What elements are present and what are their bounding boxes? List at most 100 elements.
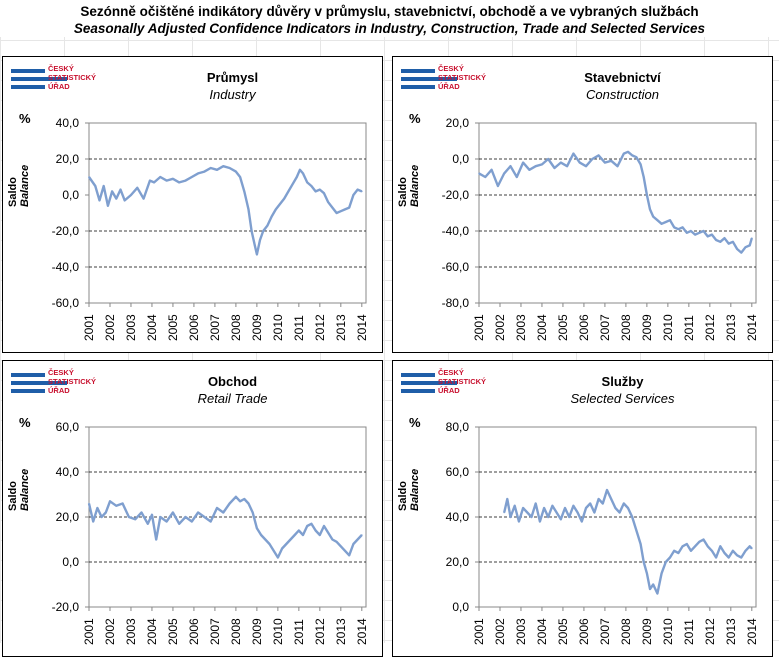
data-point [239,500,241,503]
data-point [100,516,103,518]
x-tick-label: 2008 [619,618,633,645]
data-point [711,233,713,236]
csu-logo: ČESKÝ STATISTICKÝ ÚŘAD [401,64,511,93]
data-point [356,188,359,191]
data-point [203,516,206,518]
chart-panel-retail-trade[interactable]: ČESKÝ STATISTICKÝ ÚŘAD Obchod Retail Trade% S… [2,360,383,657]
data-point [736,248,738,250]
data-point [259,239,261,241]
x-tick-label: 2010 [661,314,675,341]
data-point [96,507,99,509]
chart-title: Stavebnictví Construction [473,69,772,103]
data-point [191,520,193,523]
data-point [94,185,97,187]
data-point [656,592,659,595]
chart-panel-selected-services[interactable]: ČESKÝ STATISTICKÝ ÚŘAD Služby Selected Servi… [392,360,773,657]
data-point [92,520,94,523]
x-tick-label: 2012 [703,618,717,645]
data-point [610,498,613,500]
data-point [222,511,225,514]
data-point [277,556,279,559]
plot-area [88,122,367,304]
data-point [216,169,218,171]
data-point [715,239,717,241]
data-point [352,543,355,545]
data-point [669,556,671,559]
data-point [572,504,575,507]
logo-text-line1: ČESKÝ [48,368,74,377]
data-point [268,543,271,545]
data-point [331,206,334,209]
chart-panel-construction[interactable]: ČESKÝ STATISTICKÝ ÚŘAD Stavebnictví Construc… [392,56,773,353]
data-point [281,547,283,550]
y-tick-label: 0,0 [62,188,79,202]
chart-title-cz: Průmysl [206,70,259,85]
data-point [197,172,199,175]
data-point [289,538,292,541]
data-point [642,176,645,178]
data-point [568,516,571,518]
y-tick-label: -60,0 [52,296,80,310]
x-tick-label: 2007 [208,314,222,341]
data-point [184,179,187,182]
data-point [649,588,651,590]
y-tick-label: 0,0 [62,555,79,569]
data-point [497,185,499,187]
x-tick-label: 2013 [724,618,738,645]
data-point [335,540,338,543]
data-point [528,169,531,171]
data-point [646,572,648,575]
x-tick-label: 2006 [187,314,201,341]
data-point [610,160,613,162]
x-tick-label: 2013 [334,618,348,645]
data-point [642,561,645,563]
x-tick-label: 2013 [724,314,738,341]
data-point [751,237,753,239]
data-point [622,152,625,155]
data-point [266,224,269,227]
y-tick-label: -40,0 [52,260,80,274]
unit-label: % [19,415,31,430]
data-point [151,513,153,516]
data-point [178,522,181,525]
data-point [128,516,130,518]
data-point [553,167,556,169]
data-point [597,498,600,500]
data-point [361,190,363,193]
data-point [711,549,713,552]
x-tick-label: 2011 [292,315,306,341]
data-point [555,511,558,514]
data-point [522,161,524,164]
data-point [146,522,149,525]
data-point [541,163,543,166]
logo-stripe [401,69,435,73]
chart-panel-industry[interactable]: ČESKÝ STATISTICKÝ ÚŘAD Průmysl Industry% Sald… [2,56,383,353]
y-tick-label: -80,0 [442,296,470,310]
data-point [344,549,346,552]
x-tick-label: 2004 [535,314,549,341]
data-point [631,516,633,518]
data-point [165,179,168,182]
data-point [706,545,709,548]
data-point [111,190,113,193]
data-point [639,543,642,545]
logo-text-line3: ÚŘAD [48,386,70,395]
data-point [153,181,155,184]
y-tick-label: 20,0 [446,555,470,569]
y-tick-label: 40,0 [446,510,470,524]
data-point [677,228,680,230]
data-point [589,502,592,505]
data-point [740,556,743,559]
chart-title-en: Industry [209,87,256,102]
data-point [216,507,218,509]
x-tick-label: 2001 [472,618,486,645]
data-point [572,152,575,155]
data-point [616,165,619,167]
data-point [751,547,753,550]
data-point [251,511,254,514]
data-point [134,518,136,521]
data-point [503,511,505,514]
data-point [602,502,604,505]
